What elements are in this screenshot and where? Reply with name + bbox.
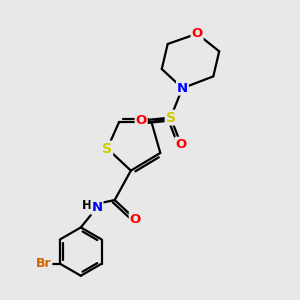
Text: O: O <box>175 138 187 151</box>
Text: Br: Br <box>36 257 52 270</box>
Text: N: N <box>177 82 188 95</box>
Text: S: S <box>166 111 176 124</box>
Text: S: S <box>102 142 112 155</box>
Text: N: N <box>92 201 103 214</box>
Text: O: O <box>130 213 141 226</box>
Text: O: O <box>191 27 203 40</box>
Text: H: H <box>82 200 92 212</box>
Text: O: O <box>136 114 147 127</box>
